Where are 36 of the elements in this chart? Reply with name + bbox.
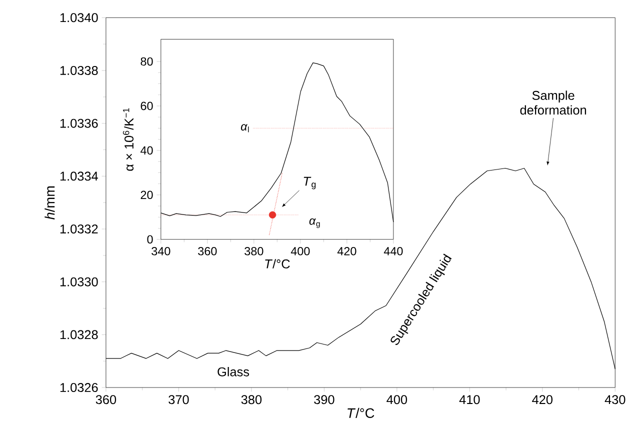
- y-tick-label: 60: [140, 102, 153, 110]
- x-tick-label: 390: [314, 394, 334, 404]
- x-tick-label: 440: [384, 246, 403, 256]
- x-tick-label: 360: [96, 394, 116, 404]
- y-tick-label: 0: [147, 235, 153, 244]
- y-tick-label: 80: [140, 57, 153, 66]
- x-axis-title: T/°C: [265, 258, 290, 268]
- x-tick-label: 400: [290, 246, 310, 256]
- y-tick-label: 1.0332: [60, 224, 98, 234]
- y-axis-title: h/mm: [44, 186, 55, 220]
- y-axis-title: α × 10$^{6}$/K$^{−1}$: [122, 108, 134, 171]
- x-tick-label: 380: [244, 246, 264, 256]
- y-tick-label: 1.0338: [60, 66, 98, 75]
- x-tick-label: 380: [241, 394, 262, 404]
- annotation: Sample deformation: [520, 90, 586, 114]
- ref-line-label: α$_{g}$: [309, 218, 320, 228]
- x-tick-label: 400: [386, 394, 408, 404]
- y-tick-label: 20: [140, 190, 153, 199]
- y-tick-label: 1.0336: [60, 118, 98, 128]
- x-axis-title: T/°C: [348, 408, 374, 418]
- x-tick-label: 420: [337, 246, 356, 256]
- annotation: Glass: [218, 366, 250, 376]
- annotation: T$_{g}$: [304, 176, 316, 190]
- x-tick-label: 360: [198, 246, 217, 256]
- y-tick-label: 1.0326: [60, 382, 98, 392]
- x-tick-label: 370: [168, 394, 189, 404]
- y-tick-label: 1.0334: [60, 171, 98, 180]
- x-tick-label: 410: [459, 394, 480, 404]
- x-tick-label: 420: [532, 394, 553, 404]
- y-tick-label: 1.0340: [60, 12, 98, 22]
- y-tick-label: 1.0328: [60, 330, 98, 339]
- y-tick-label: 1.0330: [60, 277, 98, 286]
- x-tick-label: 340: [152, 246, 170, 256]
- ref-line-label: α$_{l}$: [240, 124, 249, 132]
- x-tick-label: 430: [604, 394, 626, 404]
- y-tick-label: 40: [140, 146, 153, 154]
